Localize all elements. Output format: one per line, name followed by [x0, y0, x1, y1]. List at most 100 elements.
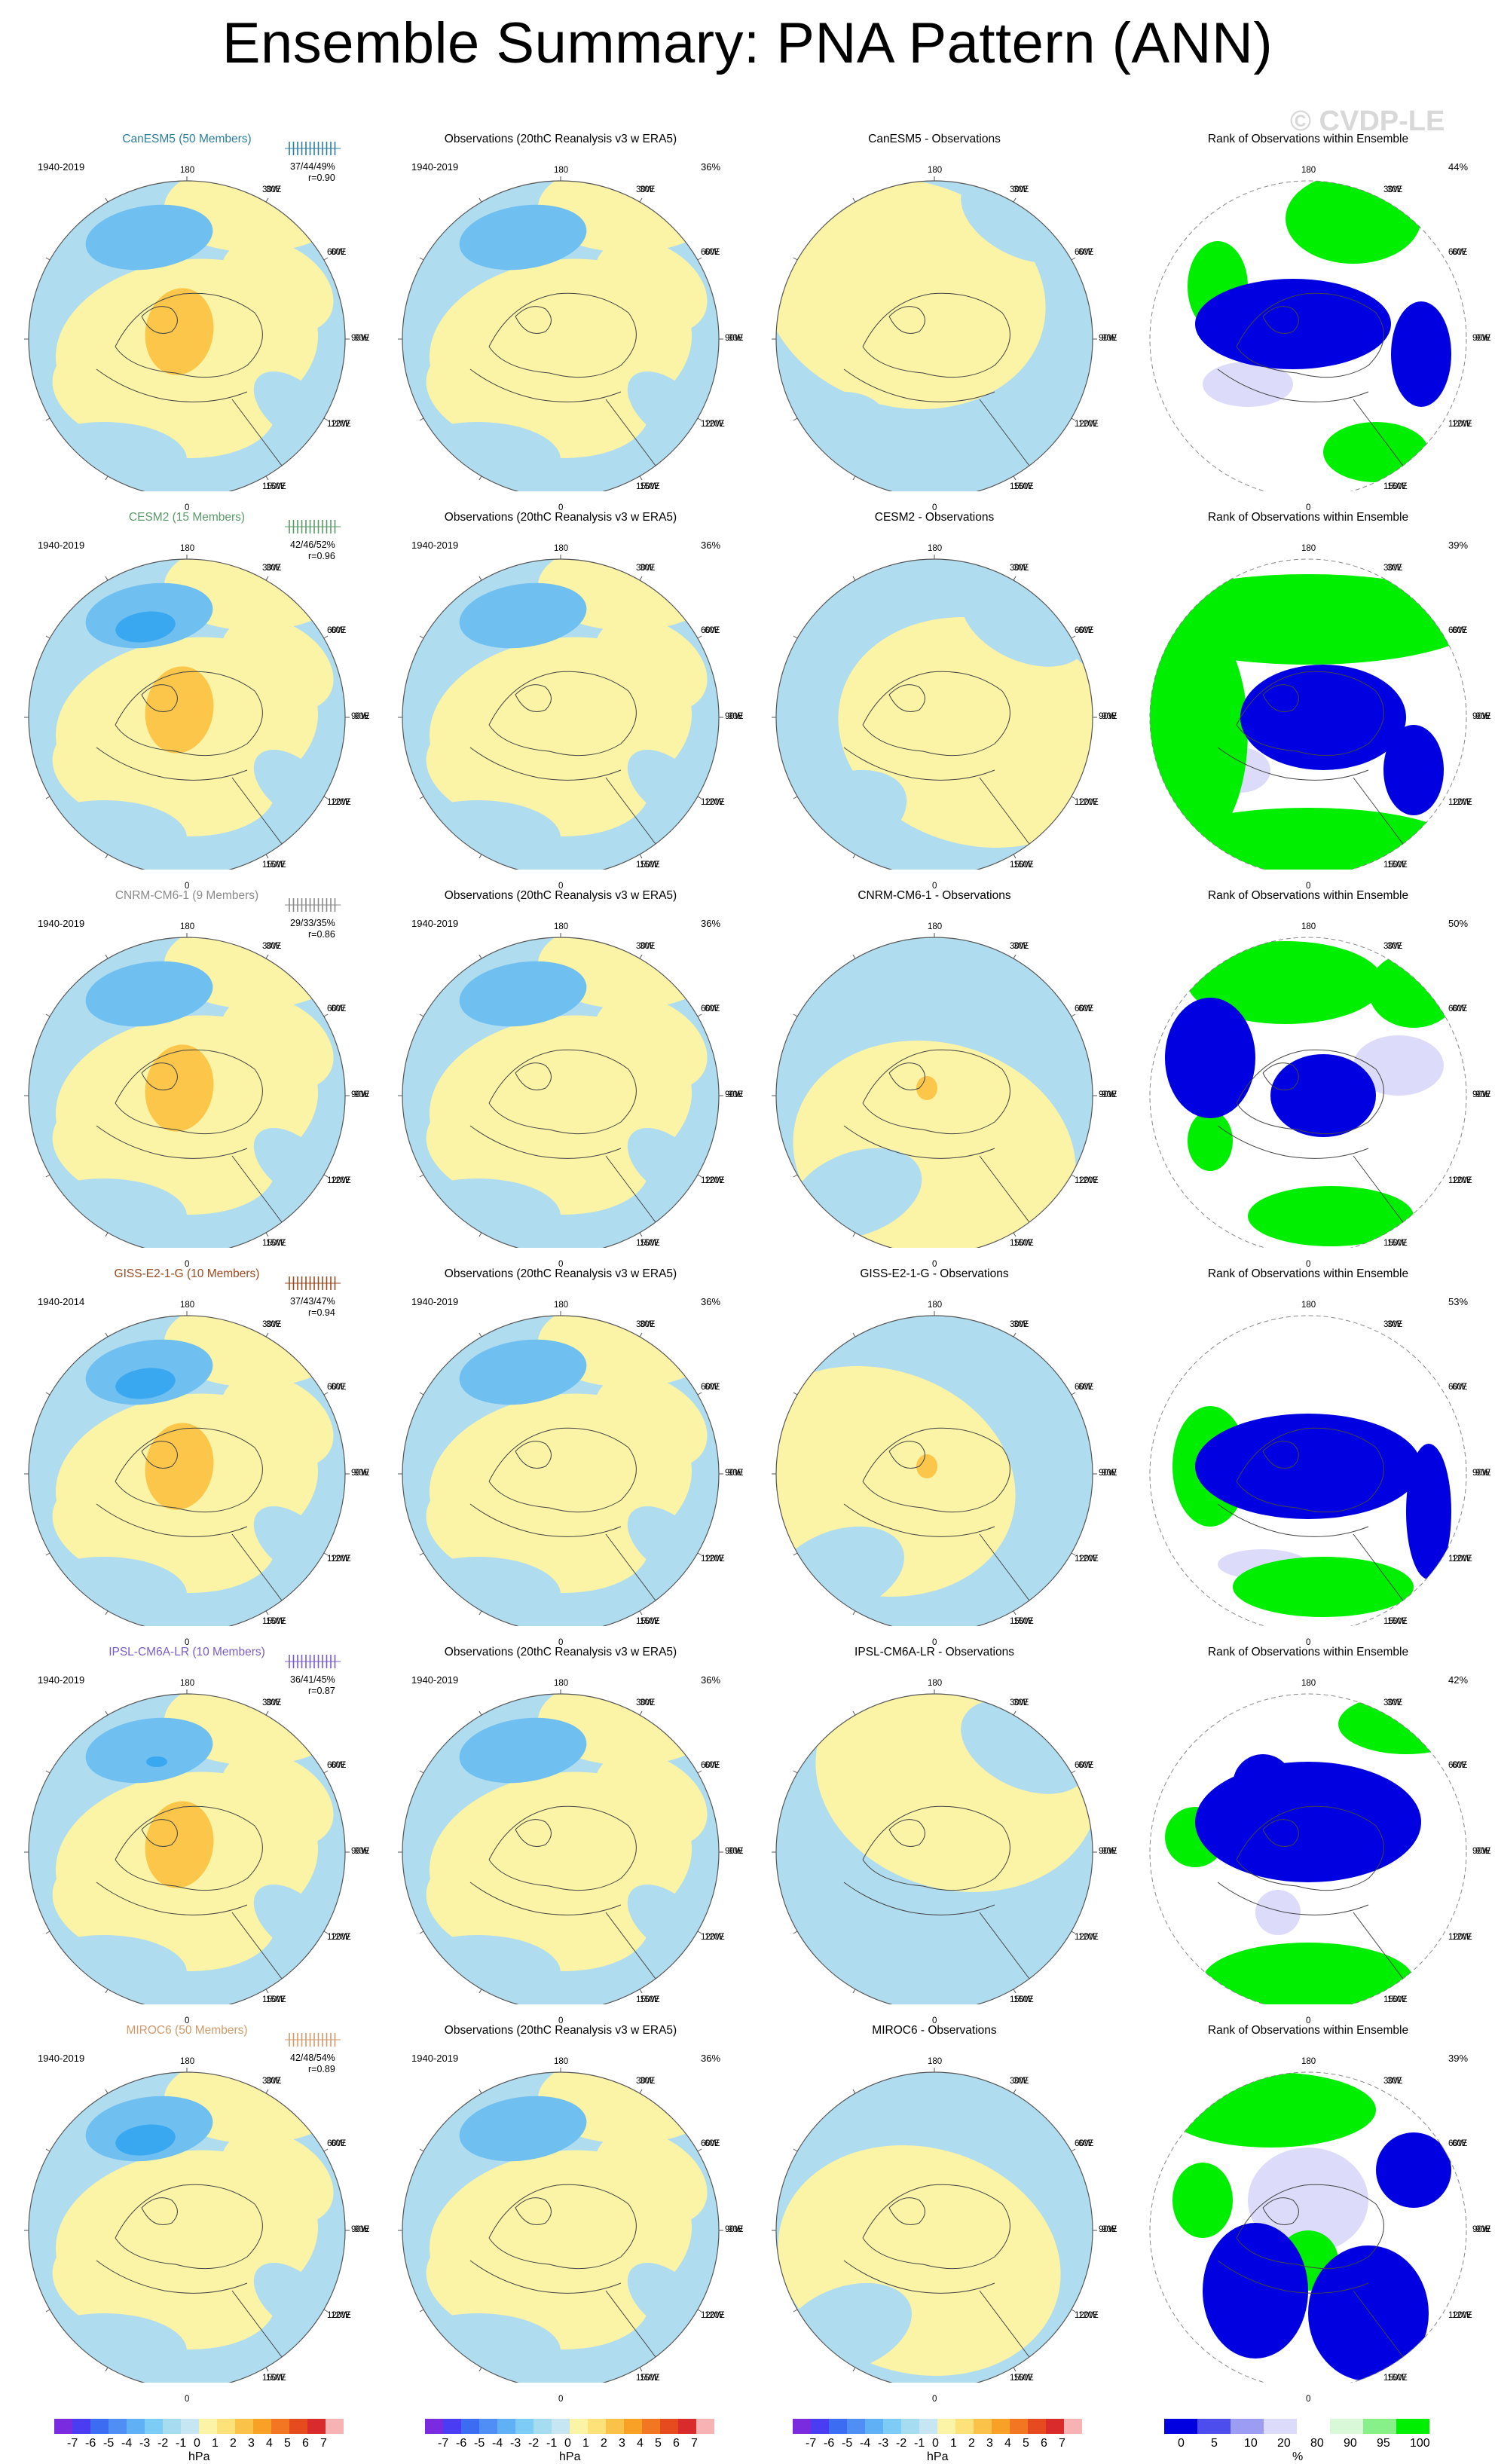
coastline: [1217, 1503, 1369, 1537]
colorbar-tick: 7: [320, 2437, 327, 2450]
meridian-label-right: 150E: [266, 1617, 286, 1626]
meridian-tick: [793, 1174, 798, 1178]
rank-map: [1149, 1693, 1467, 2004]
meridian-label-right: 60E: [705, 1004, 720, 1013]
meridian-label-right: 60E: [705, 626, 720, 635]
positive-anomaly-region: [595, 239, 708, 334]
rank-low-region: [1383, 725, 1444, 815]
colorbar-swatch: [1330, 2419, 1363, 2434]
meridian-label-right: 120E: [705, 1176, 725, 1185]
ensemble-percentages: 36/41/45%: [290, 1674, 335, 1685]
model-panel: CanESM5 (50 Members) 1940-2019 37/44/49% r=…: [0, 113, 374, 512]
coastline: [488, 671, 637, 757]
rank-low-region: [1195, 279, 1391, 369]
colorbar-tick: -7: [806, 2437, 817, 2450]
meridian-tick: [105, 1610, 109, 1616]
meridian-tick: [323, 796, 329, 799]
meridian-tick: [697, 2148, 702, 2152]
meridian-label-right: 30E: [266, 942, 282, 951]
observed-pattern-map: [398, 555, 723, 870]
coastline: [862, 671, 1010, 757]
pattern-correlation: r=0.86: [307, 929, 335, 940]
meridian-label-right: 150E: [640, 2374, 660, 2383]
colorbar-swatch: [271, 2419, 289, 2434]
meridian-label-left: 30W: [636, 564, 654, 573]
meridian-tick: [697, 1013, 702, 1017]
model-years: 1940-2014: [38, 1296, 85, 1307]
coastline: [115, 671, 263, 757]
meridian-label-right: 90E: [354, 1090, 370, 1099]
meridian-label-left: 60W: [1448, 626, 1466, 635]
meridian-tick: [323, 1770, 329, 1774]
colorbar-tick: 2: [968, 2437, 975, 2450]
meridian-tick: [419, 1174, 424, 1178]
meridian-tick: [1013, 1989, 1017, 1994]
meridian-label-right: 150E: [266, 861, 286, 870]
colorbar-swatch: [992, 2419, 1010, 2434]
meridian-label-left: 30W: [1010, 2077, 1028, 2086]
colorbar-swatch: [1197, 2419, 1231, 2434]
meridian-label-right: 150E: [640, 861, 660, 870]
meridian-tick: [1013, 197, 1017, 203]
colorbar-tick: -4: [860, 2437, 871, 2450]
meridian-label-left: 60W: [1448, 1004, 1466, 1013]
meridian-label-right: 90E: [354, 2225, 370, 2234]
model-years: 1940-2019: [38, 918, 85, 929]
meridian-label-right: 150E: [1013, 1239, 1034, 1248]
meridian-label-right: 30E: [640, 1698, 656, 1707]
coastline: [1236, 1427, 1384, 1513]
meridian-label-right: 30E: [1013, 2077, 1029, 2086]
coastline: [469, 1503, 622, 1537]
coastline: [96, 368, 248, 402]
rank-low-region: [1391, 301, 1451, 407]
colorbar-tick: -3: [510, 2437, 521, 2450]
colorbar-swatch: [865, 2419, 883, 2434]
ensemble-stats: 36/41/45% r=0.87: [290, 1674, 335, 1697]
meridian-label-left: 60W: [1448, 1383, 1466, 1392]
meridian-label-right: 90E: [728, 1469, 744, 1478]
meridian-label-right: 90E: [1475, 1469, 1491, 1478]
colorbar-tick: -1: [914, 2437, 925, 2450]
meridian-label-top: 180: [554, 166, 569, 175]
meridian-label-left: 30W: [1010, 1698, 1028, 1707]
meridian-label-top: 180: [1301, 166, 1316, 175]
coastline: [115, 292, 263, 378]
model-panel: MIROC6 (50 Members) 1940-2019 42/48/54% r=0…: [0, 2004, 374, 2404]
colorbar-swatch: [974, 2419, 992, 2434]
meridian-tick: [697, 2309, 702, 2313]
colorbar-swatch: [1028, 2419, 1046, 2434]
meridian-label-top: 180: [928, 166, 943, 175]
difference-title: GISS-E2-1-G - Observations: [860, 1267, 1009, 1280]
meridian-label-right: 150E: [1013, 1995, 1034, 2004]
meridian-label-right: 60E: [705, 248, 720, 257]
meridian-tick: [478, 1232, 482, 1237]
meridian-label-bottom: 0: [185, 1260, 190, 1269]
meridian-label-top: 180: [1301, 922, 1316, 931]
meridian-label-right: 90E: [1475, 1847, 1491, 1856]
coastline: [1217, 747, 1369, 781]
meridian-label-left: 90W: [1099, 1469, 1117, 1478]
rank-percentage: 39%: [1448, 2053, 1469, 2064]
meridian-label-right: 120E: [1078, 1933, 1099, 1942]
coastline: [141, 306, 178, 334]
meridian-label-right: 30E: [1387, 1320, 1403, 1329]
coastline: [843, 747, 995, 781]
meridian-tick: [639, 1989, 643, 1994]
meridian-tick: [323, 417, 329, 421]
meridian-label-left: 30W: [262, 942, 280, 951]
ensemble-whisker-icon: [285, 520, 341, 533]
rank-panel: Rank of Observations within Ensemble 50% 1…: [1121, 870, 1495, 1269]
meridian-tick: [478, 2367, 482, 2372]
meridian-label-right: 60E: [705, 2139, 720, 2148]
rank-low-region: [1233, 1754, 1293, 1814]
meridian-label-right: 60E: [1452, 2139, 1468, 2148]
meridian-tick: [323, 1392, 329, 1396]
meridian-label-right: 120E: [705, 798, 725, 807]
meridian-label-left: 150W: [1010, 482, 1033, 491]
meridian-label-right: 150E: [1013, 1617, 1034, 1626]
meridian-label-right: 120E: [1078, 1176, 1099, 1185]
colorbar-swatch: [199, 2419, 217, 2434]
coastline: [1217, 1882, 1369, 1915]
rank-pale-region: [1248, 2148, 1368, 2253]
meridian-tick: [1013, 1232, 1017, 1237]
